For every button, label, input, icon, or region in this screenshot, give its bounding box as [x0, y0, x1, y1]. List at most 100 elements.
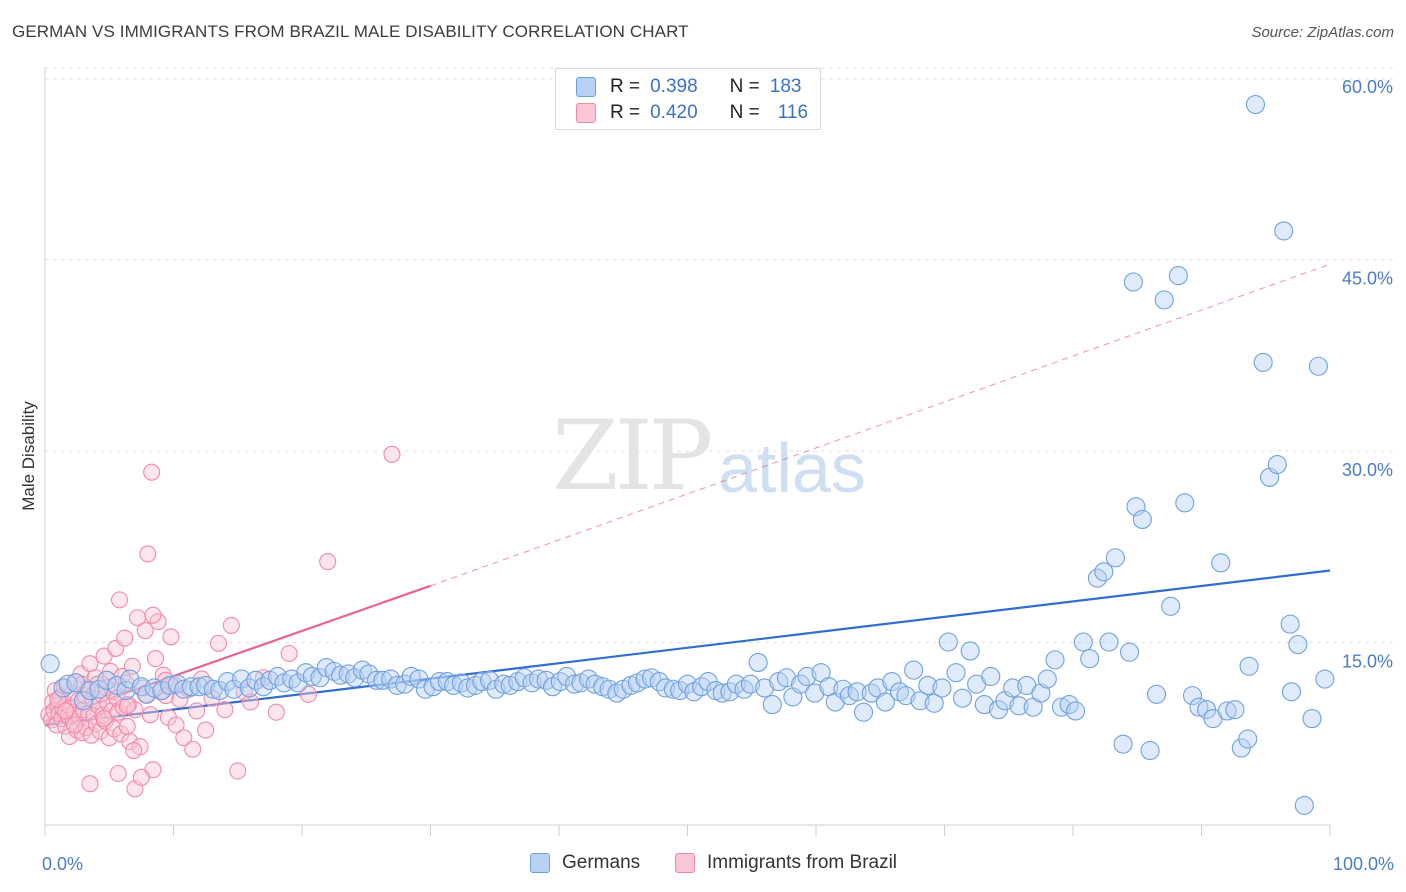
- brazil-point: [209, 634, 228, 652]
- watermark-zip: ZIP: [552, 400, 713, 512]
- germans-point: [635, 669, 655, 689]
- brazil-point: [162, 628, 180, 646]
- germans-point: [395, 674, 415, 694]
- germans-point: [1189, 697, 1209, 717]
- germans-point: [1211, 553, 1231, 573]
- germans-point: [1267, 455, 1287, 475]
- germans-point: [429, 672, 450, 692]
- y-axis-label: Male Disability: [19, 401, 38, 511]
- germans-point: [1225, 700, 1245, 720]
- gridlines: [45, 67, 1395, 643]
- germans-point: [1274, 221, 1294, 241]
- y-tick-label: 30.0%: [1342, 460, 1393, 480]
- brazil-point: [383, 445, 401, 463]
- brazil-point: [132, 768, 150, 786]
- germans-point: [1132, 509, 1152, 530]
- watermark-atlas: atlas: [718, 429, 866, 507]
- germans-point: [896, 686, 916, 706]
- germans-point: [97, 670, 117, 690]
- brazil-point: [139, 545, 157, 563]
- germans-point: [875, 692, 895, 712]
- germans-point: [302, 666, 322, 687]
- germans-point: [670, 680, 690, 701]
- series-legend: Germans Immigrants from Brazil: [0, 852, 1406, 878]
- germans-point: [1080, 649, 1100, 669]
- y-tick-label: 45.0%: [1342, 269, 1393, 289]
- source-label: Source: ZipAtlas.com: [1251, 24, 1394, 41]
- y-tick-label: 60.0%: [1342, 77, 1393, 97]
- n-value: 116: [777, 102, 809, 123]
- germans-point: [974, 695, 994, 715]
- brazil-point: [66, 716, 84, 734]
- brazil-point: [95, 710, 113, 728]
- stats-row-germans: R = 0.398 N = 183: [576, 74, 801, 100]
- germans-point: [1182, 686, 1203, 706]
- germans-trend-line: [44, 569, 1331, 727]
- germans-point: [174, 679, 194, 699]
- brazil-point: [110, 591, 129, 609]
- germans-point: [663, 679, 683, 699]
- legend-item-germans[interactable]: Germans: [530, 852, 640, 874]
- germans-point: [932, 678, 952, 698]
- germans-point: [564, 674, 584, 694]
- germans-point: [677, 674, 698, 694]
- germans-point: [1031, 683, 1051, 703]
- brazil-point: [188, 702, 206, 720]
- germans-point: [401, 666, 421, 687]
- germans-point: [494, 674, 514, 694]
- brazil-point: [146, 650, 165, 668]
- stats-legend: R = 0.398 N = 183 R = 0.420 N = 116: [555, 68, 821, 130]
- germans-point: [1253, 352, 1273, 372]
- chart-title: GERMAN VS IMMIGRANTS FROM BRAZIL MALE DI…: [12, 22, 689, 41]
- germans-point: [946, 663, 966, 683]
- germans-point: [58, 674, 78, 694]
- germans-point: [755, 678, 775, 698]
- germans-point: [1123, 272, 1143, 292]
- germans-point: [387, 675, 407, 695]
- germans-point: [1302, 709, 1322, 729]
- germans-point: [1294, 795, 1314, 815]
- r-value: 0.398: [650, 76, 698, 97]
- legend-label-brazil: Immigrants from Brazil: [707, 852, 898, 873]
- germans-point: [224, 679, 244, 699]
- germans-point: [116, 680, 136, 701]
- brazil-point: [175, 729, 193, 747]
- brazil-point: [229, 762, 247, 780]
- germans-point: [557, 666, 577, 687]
- germans-point: [53, 678, 73, 698]
- germans-point: [797, 666, 817, 687]
- germans-point: [1308, 356, 1328, 376]
- germans-point: [1161, 596, 1181, 616]
- germans-point: [791, 674, 811, 694]
- germans-point: [359, 664, 379, 684]
- germans-point: [740, 674, 761, 694]
- r-label: R =: [610, 102, 641, 123]
- germans-point: [924, 693, 944, 713]
- brazil-point: [109, 764, 127, 783]
- germans-point: [120, 669, 140, 689]
- germans-point: [712, 683, 732, 703]
- germans-point: [1073, 632, 1093, 652]
- brazil-point: [125, 741, 143, 760]
- germans-point: [167, 674, 187, 694]
- germans-point: [861, 683, 881, 703]
- germans-point: [1009, 696, 1029, 716]
- brazil-point: [143, 463, 161, 481]
- germans-point: [847, 682, 867, 702]
- germans-point: [1119, 642, 1140, 662]
- legend-item-brazil[interactable]: Immigrants from Brazil: [675, 852, 897, 874]
- germans-point: [423, 677, 443, 697]
- germans-point: [1094, 562, 1114, 582]
- germans-point: [181, 677, 202, 697]
- r-label: R =: [610, 76, 641, 97]
- germans-point: [656, 678, 676, 698]
- brazil-point: [57, 702, 75, 720]
- germans-point: [1239, 656, 1259, 676]
- germans-point: [373, 670, 393, 690]
- y-tick-label: 15.0%: [1342, 652, 1393, 672]
- germans-point: [451, 673, 471, 693]
- germans-point: [40, 654, 60, 674]
- n-label: N =: [729, 76, 760, 97]
- germans-point: [1288, 635, 1308, 655]
